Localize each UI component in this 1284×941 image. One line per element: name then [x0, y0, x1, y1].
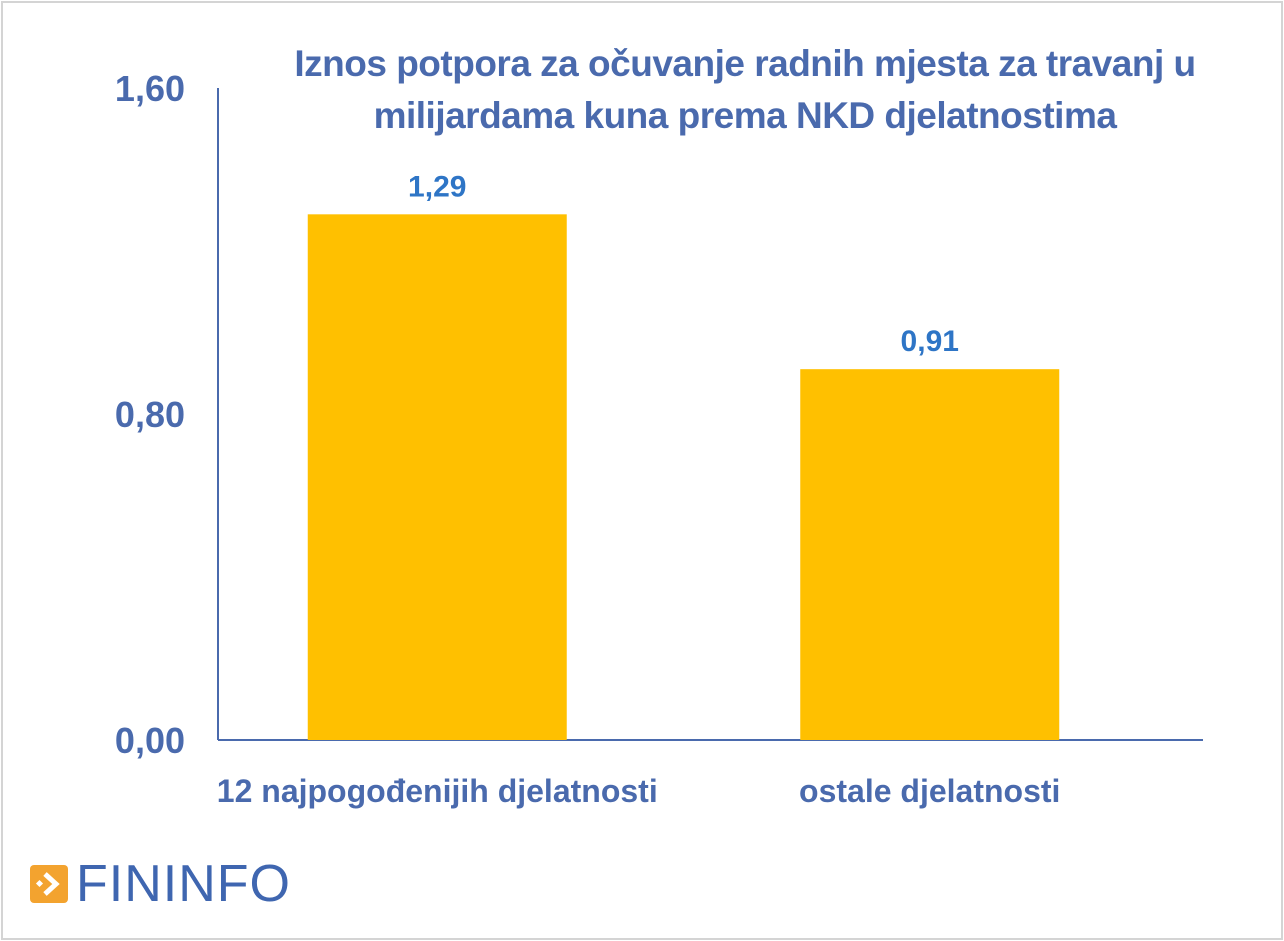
- fininfo-logo: FININFO: [30, 858, 291, 910]
- data-label: 0,91: [901, 325, 959, 358]
- bar: [307, 214, 567, 740]
- logo-text: FININFO: [76, 855, 291, 913]
- y-tick-label: 1,60: [115, 68, 185, 109]
- x-tick-label: 12 najpogođenijih djelatnosti: [217, 773, 658, 809]
- data-label: 1,29: [408, 170, 466, 203]
- y-tick-label: 0,80: [115, 394, 185, 435]
- x-tick-label: ostale djelatnosti: [799, 773, 1060, 809]
- chart-title: Iznos potpora za očuvanje radnih mjesta …: [294, 43, 1196, 136]
- orange-arrow-box-icon: [30, 865, 68, 903]
- bar: [800, 369, 1060, 740]
- y-tick-label: 0,00: [115, 720, 185, 761]
